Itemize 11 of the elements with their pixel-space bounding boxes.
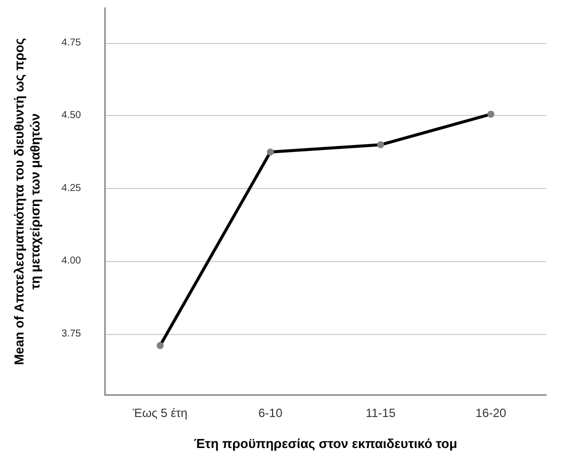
x-tick-label: 11-15 [366, 406, 396, 420]
y-tick-label: 4.75 [62, 37, 82, 48]
y-tick-label: 4.00 [62, 256, 82, 267]
y-tick-label: 4.25 [62, 182, 82, 194]
x-tick-label: 16-20 [476, 406, 507, 420]
y-tick-label: 4.50 [62, 110, 82, 122]
x-tick-label: 6-10 [258, 406, 283, 420]
y-tick-label: 3.75 [62, 328, 82, 340]
x-tick-label: Έως 5 έτη [132, 406, 188, 420]
y-axis-title: Mean of Αποτελεσματικότητα του διευθυντή ως προς τη μεταχείριση των μαθητών [12, 38, 42, 366]
x-axis-title: Έτη προϋπηρεσίας στον εκπαιδευτικό τομ [194, 436, 458, 451]
